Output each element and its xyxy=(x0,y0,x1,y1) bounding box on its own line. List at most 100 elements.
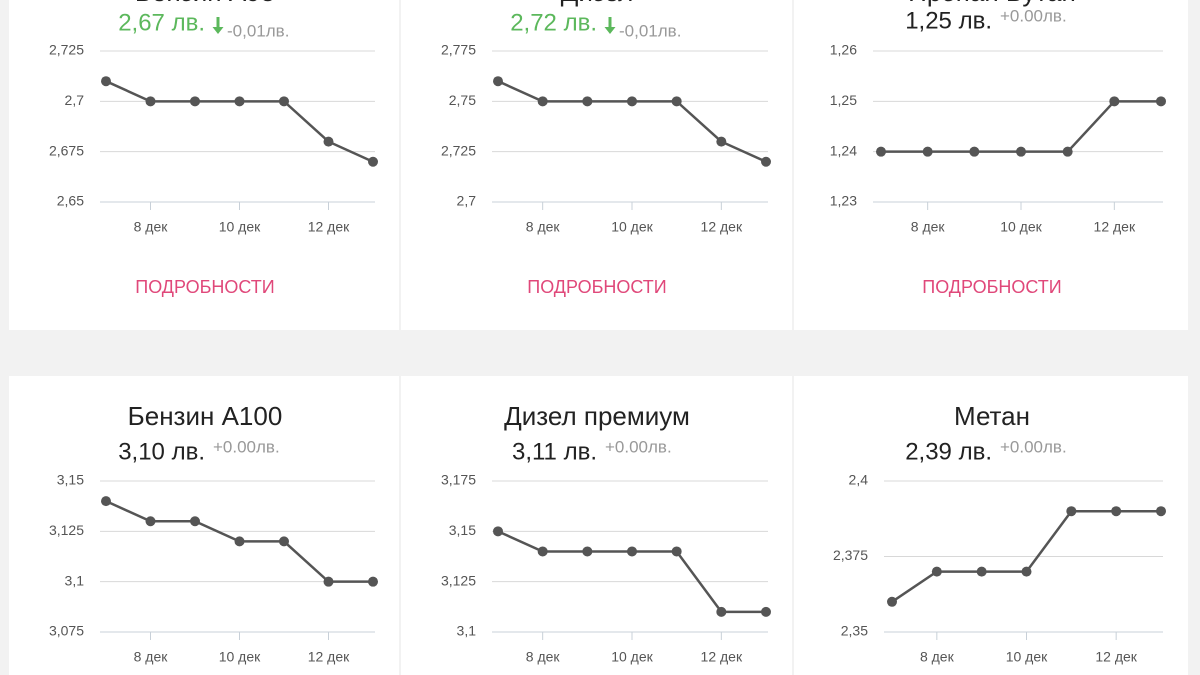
price: 1,25 лв. xyxy=(905,7,992,34)
data-point xyxy=(671,546,682,557)
data-point xyxy=(190,516,200,527)
down-arrow-icon xyxy=(604,17,616,34)
x-tick-label: 8 дек xyxy=(134,219,169,235)
data-point xyxy=(537,96,548,107)
data-point xyxy=(323,136,334,147)
data-point xyxy=(493,526,503,537)
card-title: Метан xyxy=(954,401,1030,431)
data-point xyxy=(761,606,771,617)
card-title: Дизел xyxy=(561,0,634,7)
x-tick-label: 10 дек xyxy=(611,219,653,235)
data-point xyxy=(1062,146,1073,157)
data-point xyxy=(101,496,111,507)
x-tick-label: 12 дек xyxy=(308,219,350,235)
data-point xyxy=(234,536,245,547)
y-tick-label: 1,23 xyxy=(830,193,857,209)
y-tick-label: 1,24 xyxy=(830,142,857,158)
data-point xyxy=(627,546,637,557)
y-tick-label: 3,075 xyxy=(49,623,84,639)
data-point xyxy=(931,566,942,577)
price-change: -0,01лв. xyxy=(227,21,289,40)
data-point xyxy=(1109,96,1120,107)
x-tick-label: 10 дек xyxy=(611,649,653,665)
data-point xyxy=(582,546,593,557)
data-point xyxy=(1156,506,1166,517)
y-tick-label: 3,15 xyxy=(449,522,476,538)
data-point xyxy=(1111,506,1122,517)
x-tick-label: 12 дек xyxy=(701,649,743,665)
x-tick-label: 12 дек xyxy=(308,649,350,665)
y-tick-label: 3,125 xyxy=(49,522,84,538)
y-tick-label: 1,26 xyxy=(830,42,857,58)
down-arrow-icon xyxy=(212,17,224,34)
y-tick-label: 2,675 xyxy=(49,142,84,158)
price: 2,39 лв. xyxy=(905,438,992,465)
data-point xyxy=(323,576,334,587)
card xyxy=(9,0,399,330)
y-tick-label: 3,175 xyxy=(441,472,476,488)
y-tick-label: 2,7 xyxy=(65,92,85,108)
data-point xyxy=(887,596,897,607)
price: 2,67 лв. xyxy=(118,9,205,36)
price-change: +0.00лв. xyxy=(1000,6,1067,25)
data-point xyxy=(1016,146,1026,157)
data-point xyxy=(279,96,289,107)
x-tick-label: 8 дек xyxy=(526,219,561,235)
x-tick-label: 8 дек xyxy=(911,219,946,235)
data-point xyxy=(582,96,593,107)
data-point xyxy=(716,136,727,147)
card xyxy=(794,376,1188,675)
y-tick-label: 2,75 xyxy=(449,92,476,108)
data-point xyxy=(761,156,771,167)
x-tick-label: 10 дек xyxy=(219,649,261,665)
data-point xyxy=(1066,506,1077,517)
x-tick-label: 12 дек xyxy=(701,219,743,235)
details-link[interactable]: ПОДРОБНОСТИ xyxy=(135,277,275,297)
data-point xyxy=(671,96,682,107)
y-tick-label: 2,35 xyxy=(841,623,868,639)
data-point xyxy=(279,536,289,547)
data-point xyxy=(234,96,245,107)
y-tick-label: 3,1 xyxy=(457,623,477,639)
data-point xyxy=(922,146,933,157)
x-tick-label: 8 дек xyxy=(920,649,955,665)
details-link[interactable]: ПОДРОБНОСТИ xyxy=(922,277,1062,297)
data-point xyxy=(1021,566,1032,577)
details-link[interactable]: ПОДРОБНОСТИ xyxy=(527,277,667,297)
y-tick-label: 2,725 xyxy=(49,42,84,58)
card xyxy=(401,0,792,330)
y-tick-label: 2,7 xyxy=(457,193,477,209)
price-change: +0.00лв. xyxy=(213,437,280,456)
y-tick-label: 3,125 xyxy=(441,572,476,588)
y-tick-label: 2,775 xyxy=(441,42,476,58)
data-point xyxy=(145,516,156,527)
y-tick-label: 2,725 xyxy=(441,142,476,158)
y-tick-label: 2,65 xyxy=(57,193,84,209)
data-point xyxy=(969,146,980,157)
data-point xyxy=(627,96,637,107)
y-tick-label: 3,15 xyxy=(57,472,84,488)
data-point xyxy=(368,156,378,167)
price: 2,72 лв. xyxy=(510,9,597,36)
data-point xyxy=(368,576,378,587)
data-point xyxy=(493,76,503,87)
card-title: Пропан Бутан xyxy=(908,0,1076,7)
cards xyxy=(9,0,1188,675)
data-point xyxy=(976,566,987,577)
data-point xyxy=(876,146,886,157)
data-point xyxy=(1156,96,1166,107)
y-tick-label: 3,1 xyxy=(65,572,85,588)
price: 3,10 лв. xyxy=(118,438,205,465)
y-tick-label: 2,4 xyxy=(849,472,869,488)
y-tick-label: 2,375 xyxy=(833,547,868,563)
price-change: +0.00лв. xyxy=(1000,437,1067,456)
x-tick-label: 8 дек xyxy=(134,649,169,665)
data-point xyxy=(716,606,727,617)
x-tick-label: 10 дек xyxy=(1000,219,1042,235)
price: 3,11 лв. xyxy=(512,438,597,465)
x-tick-label: 10 дек xyxy=(1006,649,1048,665)
data-point xyxy=(145,96,156,107)
y-tick-label: 1,25 xyxy=(830,92,857,108)
